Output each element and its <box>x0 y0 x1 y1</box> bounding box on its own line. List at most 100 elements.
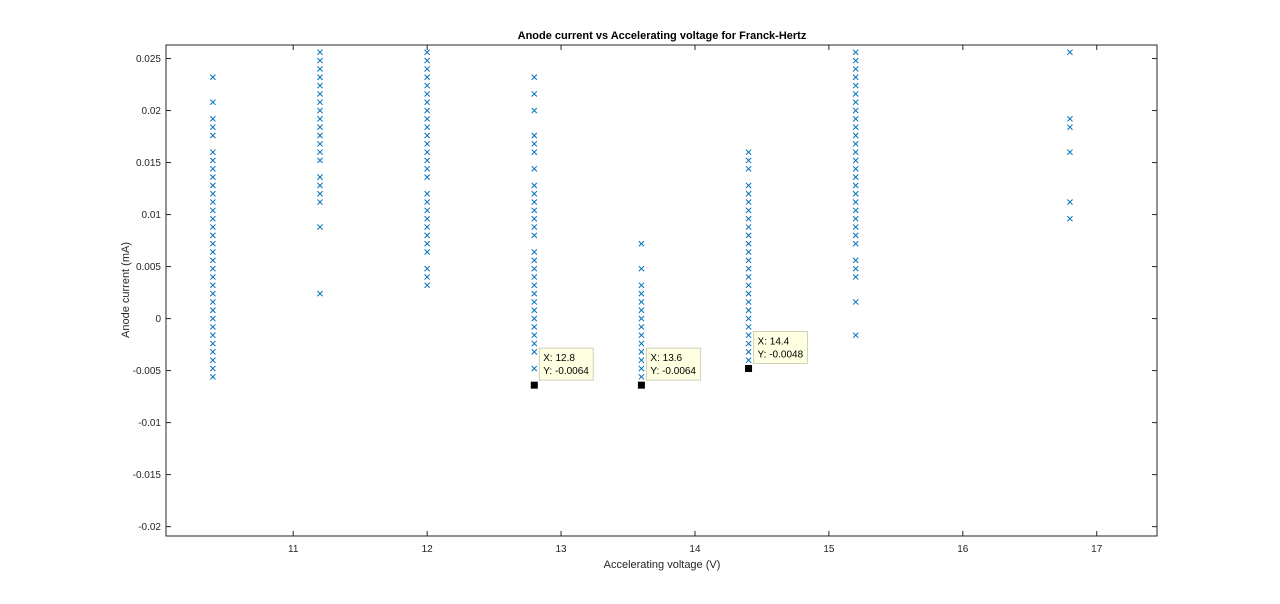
data-point <box>745 165 752 172</box>
data-point <box>424 199 431 206</box>
data-point <box>745 357 752 364</box>
data-point <box>209 274 216 280</box>
data-point <box>745 190 752 197</box>
data-point <box>852 182 859 189</box>
data-point <box>531 140 538 147</box>
data-point <box>209 149 216 156</box>
x-tick-label: 16 <box>957 544 969 555</box>
data-point <box>424 274 431 280</box>
data-point <box>852 332 859 339</box>
data-point <box>638 307 645 314</box>
data-point <box>531 165 538 172</box>
data-tip-x-label: X: 13.6 <box>650 353 682 364</box>
data-point <box>638 240 645 247</box>
data-tip-marker[interactable] <box>745 365 753 373</box>
data-point <box>745 332 752 339</box>
data-point <box>209 124 216 131</box>
data-point <box>638 365 645 372</box>
data-point <box>852 115 859 122</box>
data-point <box>209 115 216 122</box>
data-point <box>424 174 431 181</box>
x-axis: 11 12 13 14 15 16 17 <box>288 45 1103 555</box>
data-point <box>745 182 752 189</box>
data-point <box>424 165 431 172</box>
data-point <box>745 207 752 214</box>
data-point <box>745 240 752 247</box>
data-point <box>852 132 859 139</box>
y-tick-label: -0.005 <box>133 366 162 377</box>
y-tick-label: 0.02 <box>142 106 162 117</box>
data-point <box>852 49 859 56</box>
data-point <box>209 174 216 181</box>
data-point <box>209 298 216 305</box>
data-tip-x-label: X: 12.8 <box>543 353 575 364</box>
data-point <box>531 323 538 330</box>
data-point <box>209 348 216 355</box>
data-tip[interactable]: X: 13.6 Y: -0.0064 <box>637 347 701 389</box>
data-point <box>852 215 859 222</box>
data-point <box>852 140 859 147</box>
data-point <box>317 49 323 56</box>
data-point <box>638 373 645 380</box>
data-point <box>424 157 431 164</box>
data-point <box>852 232 859 239</box>
data-point <box>209 365 216 372</box>
data-point <box>531 107 538 114</box>
data-point <box>745 249 752 255</box>
data-tip[interactable]: X: 12.8 Y: -0.0064 <box>530 347 594 389</box>
data-point <box>317 107 323 114</box>
data-point <box>531 190 538 197</box>
data-point <box>1066 115 1073 122</box>
data-point <box>209 323 216 330</box>
data-point <box>745 298 752 305</box>
data-point <box>424 132 431 139</box>
data-point <box>209 257 216 264</box>
data-point <box>1066 149 1073 156</box>
data-point <box>745 265 752 272</box>
data-point <box>317 174 323 181</box>
data-point <box>317 182 323 189</box>
data-point <box>745 274 752 280</box>
data-point <box>852 265 859 272</box>
data-point <box>531 224 538 230</box>
data-point <box>209 165 216 172</box>
data-point <box>852 274 859 280</box>
data-point <box>317 57 323 64</box>
data-tip[interactable]: X: 14.4 Y: -0.0048 <box>745 331 809 373</box>
data-point <box>209 99 216 106</box>
data-point <box>209 373 216 380</box>
data-point <box>745 257 752 264</box>
data-point <box>852 257 859 264</box>
data-point <box>531 307 538 314</box>
data-point <box>852 90 859 97</box>
data-point <box>209 224 216 230</box>
data-point <box>852 174 859 181</box>
data-point <box>209 207 216 214</box>
data-tip-marker[interactable] <box>637 381 645 389</box>
data-point <box>531 365 538 372</box>
data-point <box>424 207 431 214</box>
data-point <box>531 149 538 156</box>
data-point <box>209 199 216 206</box>
data-point <box>745 157 752 164</box>
data-point <box>531 298 538 305</box>
data-tip-marker[interactable] <box>530 381 538 389</box>
data-tip-y-label: Y: -0.0048 <box>758 350 804 361</box>
data-point <box>209 232 216 239</box>
data-point <box>531 348 538 355</box>
data-point <box>317 115 323 122</box>
data-point <box>745 348 752 355</box>
data-point <box>424 140 431 147</box>
data-point <box>424 49 431 56</box>
data-point <box>317 74 323 81</box>
data-point <box>424 190 431 197</box>
data-tip-y-label: Y: -0.0064 <box>543 366 589 377</box>
data-point <box>852 190 859 197</box>
data-point <box>638 282 645 289</box>
x-tick-label: 11 <box>288 544 299 555</box>
y-axis-label: Anode current (mA) <box>120 242 132 338</box>
data-point <box>745 323 752 330</box>
data-point <box>424 99 431 106</box>
data-point <box>852 298 859 305</box>
x-tick-label: 17 <box>1091 544 1103 555</box>
